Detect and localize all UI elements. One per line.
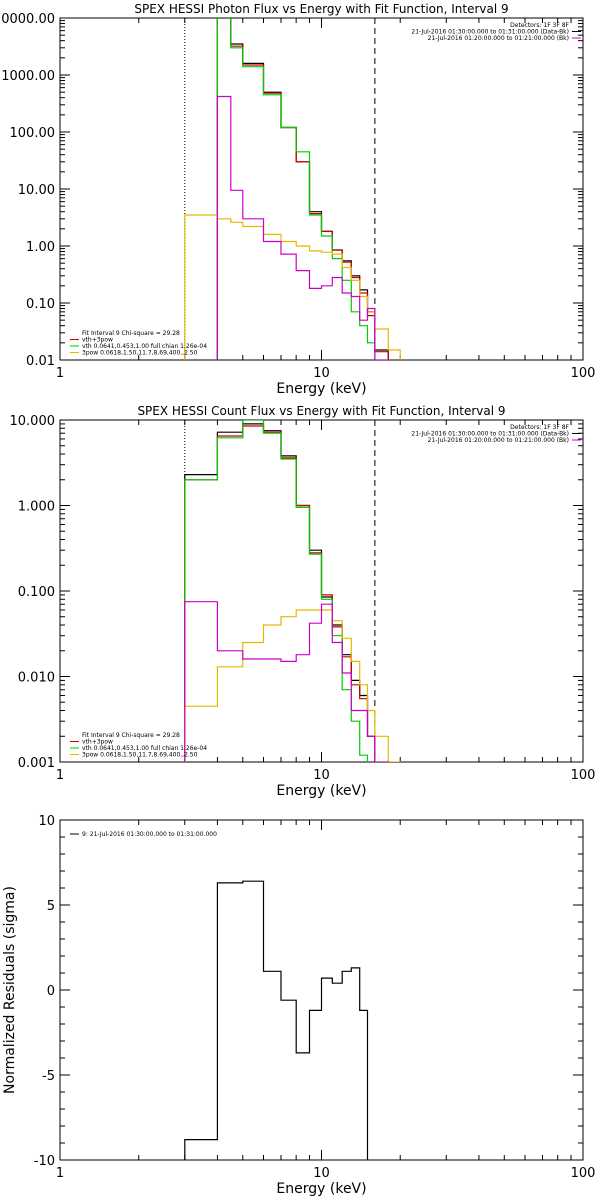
x-tick-label: 100 bbox=[571, 768, 596, 783]
legend-entry: vth+3pow bbox=[82, 337, 113, 344]
legend-entry: 3pow 0.0618,1.50,11.7,8.69,400.,2.50 bbox=[82, 350, 198, 357]
y-tick-label: 10.00 bbox=[18, 183, 55, 198]
x-tick-label: 100 bbox=[571, 366, 596, 381]
series-group bbox=[184, 880, 369, 1160]
y-tick-label: 100.00 bbox=[10, 126, 56, 141]
legend-entry: 21-Jul-2016 01:30:00.000 to 01:31:00.000… bbox=[411, 431, 569, 438]
panel-2: SPEX HESSI Count Flux vs Energy with Fit… bbox=[10, 404, 596, 799]
series-line-3pow bbox=[184, 214, 401, 360]
y-tick-label: -5 bbox=[42, 1069, 55, 1084]
legend-entry: Detectors: 1F 3F 8F bbox=[510, 424, 569, 431]
series-line-bk bbox=[216, 95, 389, 360]
y-tick-label: -10 bbox=[34, 1154, 55, 1169]
legend-bottom: Fit Interval 9 Chi-square = 29.28vth+3po… bbox=[70, 330, 207, 357]
y-tick-label: 0.100 bbox=[18, 585, 55, 600]
y-tick-label: 5 bbox=[47, 899, 55, 914]
x-axis-label: Energy (keV) bbox=[276, 381, 366, 397]
y-tick-label: 1.000 bbox=[18, 500, 55, 515]
legend-entry: vth 0.0641,0.453,1.00 full chian 1.26e-0… bbox=[82, 745, 207, 752]
legend-entry: 3pow 0.0618,1.50,11.7,8.69,400.,2.50 bbox=[82, 752, 198, 759]
legend-entry: 21-Jul-2016 01:20:00.000 to 01:21:00.000… bbox=[428, 437, 569, 444]
y-tick-label: 10.000 bbox=[10, 414, 56, 429]
x-tick-label: 10 bbox=[313, 366, 330, 381]
x-tick-label: 1 bbox=[56, 768, 64, 783]
x-tick-label: 100 bbox=[571, 1166, 596, 1181]
x-axis: 1 10 100 Energy (keV) bbox=[56, 420, 596, 799]
legend-entry: Fit Interval 9 Chi-square = 29.28 bbox=[82, 732, 180, 739]
y-tick-label: 0.001 bbox=[18, 756, 55, 771]
series-line-data-bk bbox=[184, 423, 376, 762]
y-tick-label: 1.00 bbox=[26, 240, 55, 255]
legend-entry: Detectors: 1F 3F 8F bbox=[510, 22, 569, 29]
y-tick-label: 0.10 bbox=[26, 297, 55, 312]
y-tick-label: 0 bbox=[47, 984, 55, 999]
x-tick-label: 1 bbox=[56, 366, 64, 381]
panel-3: 1 10 100 Energy (keV) -10 -5 0 5 10 Normalized Re… bbox=[2, 814, 596, 1197]
panel-1: SPEX HESSI Photon Flux vs Energy with Fi… bbox=[1, 2, 596, 397]
y-tick-label: 0000.00 bbox=[1, 12, 55, 27]
y-axis-label: Normalized Residuals (sigma) bbox=[2, 886, 18, 1094]
legend-entry: 21-Jul-2016 01:20:00.000 to 01:21:00.000… bbox=[428, 35, 569, 42]
x-tick-label: 10 bbox=[313, 1166, 330, 1181]
x-axis-label: Energy (keV) bbox=[276, 783, 366, 799]
y-axis: 0.001 0.010 0.100 1.000 10.000 bbox=[10, 414, 583, 771]
series-group bbox=[184, 18, 401, 360]
series-line-residuals bbox=[184, 880, 369, 1160]
legend-entry: Fit Interval 9 Chi-square = 29.28 bbox=[82, 330, 180, 337]
y-tick-label: 0.010 bbox=[18, 671, 55, 686]
series-line-vth-3pow bbox=[184, 425, 376, 762]
y-tick-label: 1000.00 bbox=[1, 69, 55, 84]
y-tick-label: 10 bbox=[38, 814, 55, 829]
y-axis: -10 -5 0 5 10 Normalized Residuals (sigma) bbox=[2, 814, 583, 1169]
legend-entry: vth 0.0641,0.453,1.00 full chian 1.26e-0… bbox=[82, 343, 207, 350]
series-line-vth bbox=[184, 420, 369, 762]
x-tick-label: 1 bbox=[56, 1166, 64, 1181]
plot-frame bbox=[59, 17, 584, 361]
legend-bottom: Fit Interval 9 Chi-square = 29.28vth+3po… bbox=[70, 732, 207, 759]
legend-entry: vth+3pow bbox=[82, 739, 113, 746]
chart-title: SPEX HESSI Count Flux vs Energy with Fit… bbox=[137, 404, 505, 418]
series-group bbox=[184, 420, 401, 762]
x-axis: 1 10 100 Energy (keV) bbox=[56, 18, 596, 397]
legend-entry: 21-Jul-2016 01:30:00.000 to 01:31:00.000… bbox=[411, 29, 569, 36]
chart-title: SPEX HESSI Photon Flux vs Energy with Fi… bbox=[134, 2, 508, 16]
x-tick-label: 10 bbox=[313, 768, 330, 783]
x-axis: 1 10 100 Energy (keV) bbox=[56, 820, 596, 1197]
series-line-bk bbox=[184, 601, 389, 762]
legend-entry: 9: 21-Jul-2016 01:30:00.000 to 01:31:00.… bbox=[82, 831, 217, 838]
series-line-vth bbox=[216, 18, 376, 360]
x-axis-label: Energy (keV) bbox=[276, 1181, 366, 1197]
legend-top: 9: 21-Jul-2016 01:30:00.000 to 01:31:00.… bbox=[70, 831, 217, 838]
y-axis: 0.01 0.10 1.00 10.00 100.00 1000.00 0000.00 bbox=[1, 12, 583, 369]
y-tick-label: 0.01 bbox=[26, 354, 55, 369]
